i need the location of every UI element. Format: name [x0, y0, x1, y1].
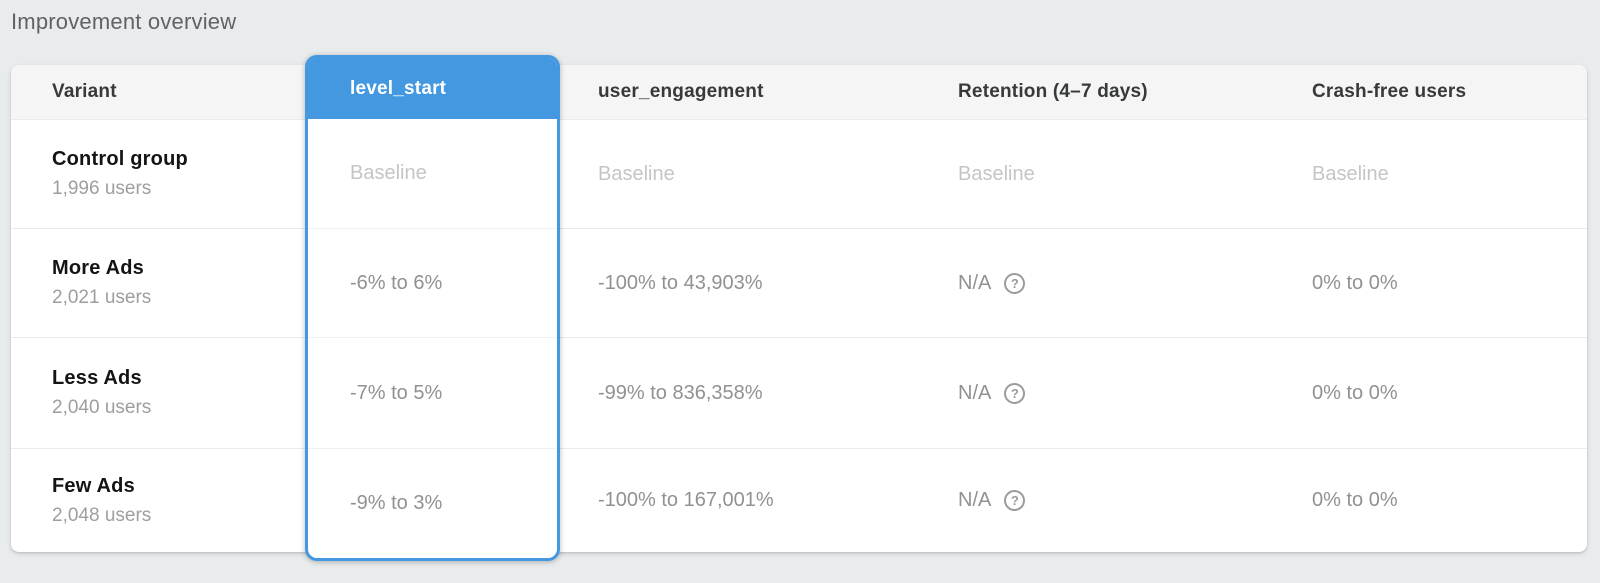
column-header-retention[interactable]: Retention (4–7 days): [920, 65, 1274, 119]
table-row-variant: Less Ads 2,040 users: [11, 337, 305, 448]
user-engagement-value: Baseline: [560, 119, 920, 228]
variant-user-count: 2,040 users: [52, 397, 152, 418]
retention-value: N/A ?: [920, 448, 1274, 552]
help-icon[interactable]: ?: [1004, 272, 1026, 294]
variant-user-count: 2,048 users: [52, 504, 152, 526]
retention-value: N/A ?: [920, 337, 1274, 448]
retention-na-label: N/A: [958, 381, 992, 404]
improvement-overview-table: Variant user_engagement Retention (4–7 d…: [11, 55, 1587, 561]
table-row-variant: Few Ads 2,048 users: [11, 448, 305, 552]
variant-name: Less Ads: [52, 367, 142, 389]
retention-value: Baseline: [920, 119, 1274, 228]
level-start-value: Baseline: [350, 162, 427, 184]
variant-name: Few Ads: [52, 474, 135, 497]
table-row-variant: Control group 1,996 users: [11, 119, 305, 228]
variant-user-count: 1,996 users: [52, 178, 152, 199]
retention-na-label: N/A: [958, 271, 992, 294]
crash-free-value: 0% to 0%: [1274, 448, 1587, 552]
level-start-value: -9% to 3%: [308, 448, 557, 558]
variant-user-count: 2,021 users: [52, 287, 152, 308]
table-grid: Variant user_engagement Retention (4–7 d…: [11, 65, 1587, 552]
user-engagement-value: -99% to 836,358%: [560, 337, 920, 448]
help-icon[interactable]: ?: [1004, 382, 1026, 404]
level-start-value: -6% to 6%: [308, 228, 557, 337]
column-header-crash-free[interactable]: Crash-free users: [1274, 65, 1587, 119]
column-header-user-engagement[interactable]: user_engagement: [560, 65, 920, 119]
crash-free-value: 0% to 0%: [1274, 228, 1587, 337]
selected-metric-column: level_start Baseline -6% to 6% -7% to 5%…: [305, 55, 560, 561]
crash-free-value: Baseline: [1274, 119, 1587, 228]
retention-na-label: N/A: [958, 489, 992, 511]
user-engagement-value: -100% to 43,903%: [560, 228, 920, 337]
column-header-level-start[interactable]: level_start: [308, 58, 557, 119]
crash-free-value: 0% to 0%: [1274, 337, 1587, 448]
page-title: Improvement overview: [11, 9, 237, 34]
variant-name: Control group: [52, 148, 188, 170]
column-header-variant: Variant: [11, 65, 305, 119]
variant-name: More Ads: [52, 257, 144, 279]
level-start-value: -7% to 5%: [308, 337, 557, 448]
help-icon[interactable]: ?: [1004, 490, 1026, 511]
table-row-variant: More Ads 2,021 users: [11, 228, 305, 337]
user-engagement-value: -100% to 167,001%: [560, 448, 920, 552]
retention-value: N/A ?: [920, 228, 1274, 337]
